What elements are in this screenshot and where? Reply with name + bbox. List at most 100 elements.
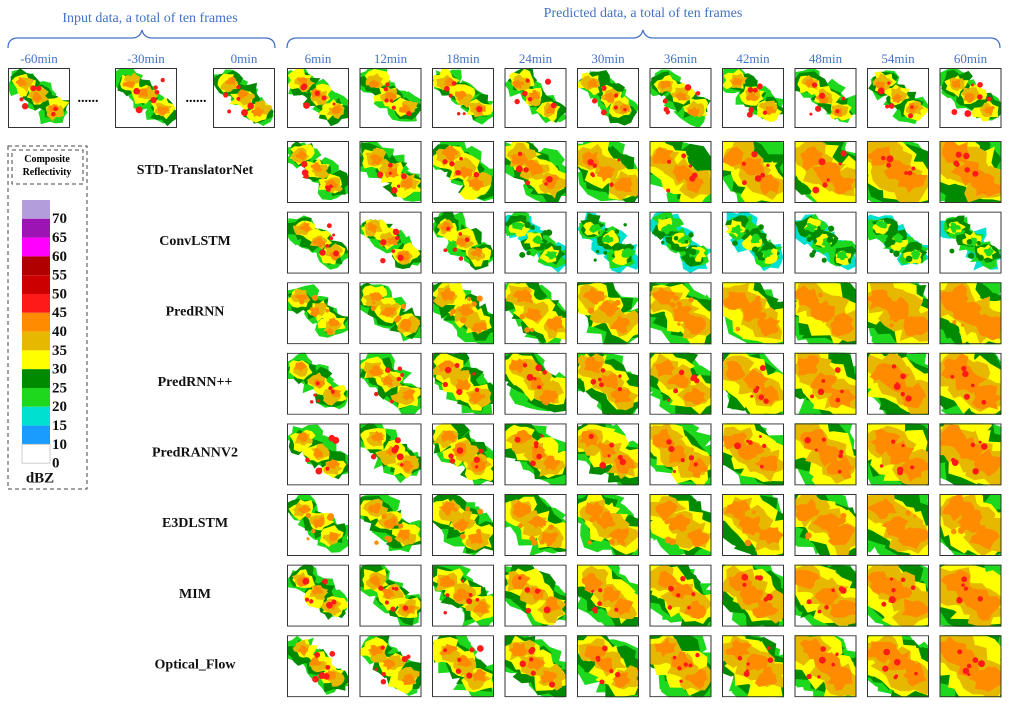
- echo: [654, 637, 677, 658]
- echo-core: [821, 437, 826, 442]
- echo-core: [732, 240, 738, 246]
- echo-core: [962, 309, 966, 313]
- echo: [725, 360, 746, 381]
- echo-core: [685, 248, 692, 255]
- radar-image: [649, 352, 712, 415]
- echo-core: [380, 645, 385, 650]
- echo-core: [391, 105, 396, 110]
- echo: [327, 317, 340, 327]
- echo-core: [592, 606, 599, 613]
- echo-core: [691, 592, 696, 597]
- echo: [750, 233, 763, 244]
- echo-core: [893, 250, 900, 257]
- echo-core: [966, 663, 972, 669]
- echo: [740, 157, 765, 176]
- echo-core: [459, 316, 467, 324]
- radar-image: [649, 494, 712, 556]
- echo-core: [972, 657, 979, 663]
- radar-image: [939, 494, 1002, 556]
- echo: [313, 447, 323, 459]
- echo: [745, 653, 768, 672]
- radar-image: [794, 564, 857, 627]
- echo: [381, 307, 396, 318]
- echo-core: [388, 171, 392, 175]
- echo-core: [974, 509, 981, 517]
- echo-core: [896, 529, 901, 534]
- echo: [454, 90, 468, 101]
- echo-core: [816, 304, 820, 308]
- echo-core: [536, 453, 542, 460]
- echo-core: [400, 372, 405, 377]
- radar-image: [359, 564, 422, 627]
- echo-core: [877, 87, 885, 95]
- echo-core: [153, 85, 158, 90]
- echo-core: [758, 224, 764, 230]
- echo: [238, 88, 249, 99]
- echo-core: [904, 311, 908, 315]
- echo-core: [963, 586, 969, 591]
- echo: [687, 527, 709, 548]
- echo: [543, 455, 561, 471]
- echo-core: [986, 96, 992, 102]
- echo-core: [384, 98, 389, 103]
- echo-core: [374, 667, 378, 671]
- image-frame: [359, 282, 422, 345]
- radar-image: [939, 282, 1002, 345]
- echo: [829, 387, 857, 409]
- echo-core: [818, 158, 826, 166]
- echo-core: [455, 170, 459, 175]
- echo-core: [957, 596, 961, 601]
- echo-core: [326, 601, 333, 609]
- colorbar-label: 50: [52, 286, 67, 302]
- echo-core: [957, 649, 963, 655]
- echo-core: [949, 248, 955, 254]
- echo-core: [391, 586, 395, 590]
- echo-core: [835, 109, 840, 114]
- echo-core: [475, 597, 480, 602]
- radar-image: [577, 635, 639, 698]
- echo-core: [522, 90, 528, 97]
- echo-core: [748, 440, 753, 445]
- radar-image: [939, 423, 1002, 486]
- image-frame: [649, 352, 712, 415]
- echo-core: [674, 517, 681, 524]
- echo-core: [910, 105, 914, 109]
- radar-image: [504, 211, 567, 274]
- image-frame: [649, 68, 712, 128]
- echo-core: [839, 517, 846, 524]
- image-frame: [867, 68, 929, 128]
- echo-core: [522, 363, 528, 368]
- echo-core: [618, 374, 622, 378]
- radar-image: [722, 68, 784, 128]
- echo-core: [911, 166, 916, 171]
- echo-core: [951, 459, 959, 466]
- radar-image: [649, 423, 712, 486]
- radar-image: [939, 211, 1002, 274]
- echo-core: [326, 514, 334, 521]
- echo-core: [881, 155, 886, 161]
- echo-core: [964, 110, 972, 118]
- model-name: PredRNN++: [158, 375, 233, 390]
- echo-core: [247, 102, 255, 110]
- echo: [825, 666, 853, 691]
- echo-core: [135, 106, 143, 114]
- radar-image: [432, 494, 494, 556]
- echo-core: [314, 652, 321, 658]
- radar-image: [432, 282, 494, 345]
- echo-core: [514, 436, 521, 443]
- echo: [15, 76, 28, 87]
- radar-image: [867, 635, 929, 698]
- echo: [794, 569, 820, 590]
- echo-core: [885, 104, 890, 109]
- colorbar-swatch: [22, 256, 50, 276]
- echo-core: [684, 239, 689, 244]
- echo-core: [747, 86, 754, 93]
- echo: [525, 159, 544, 177]
- radar-image: [359, 635, 422, 698]
- echo-core: [838, 586, 844, 592]
- image-frame: [504, 211, 567, 274]
- echo-core: [608, 313, 613, 318]
- echo-core: [744, 539, 752, 547]
- echo: [587, 78, 599, 89]
- echo-core: [449, 161, 455, 167]
